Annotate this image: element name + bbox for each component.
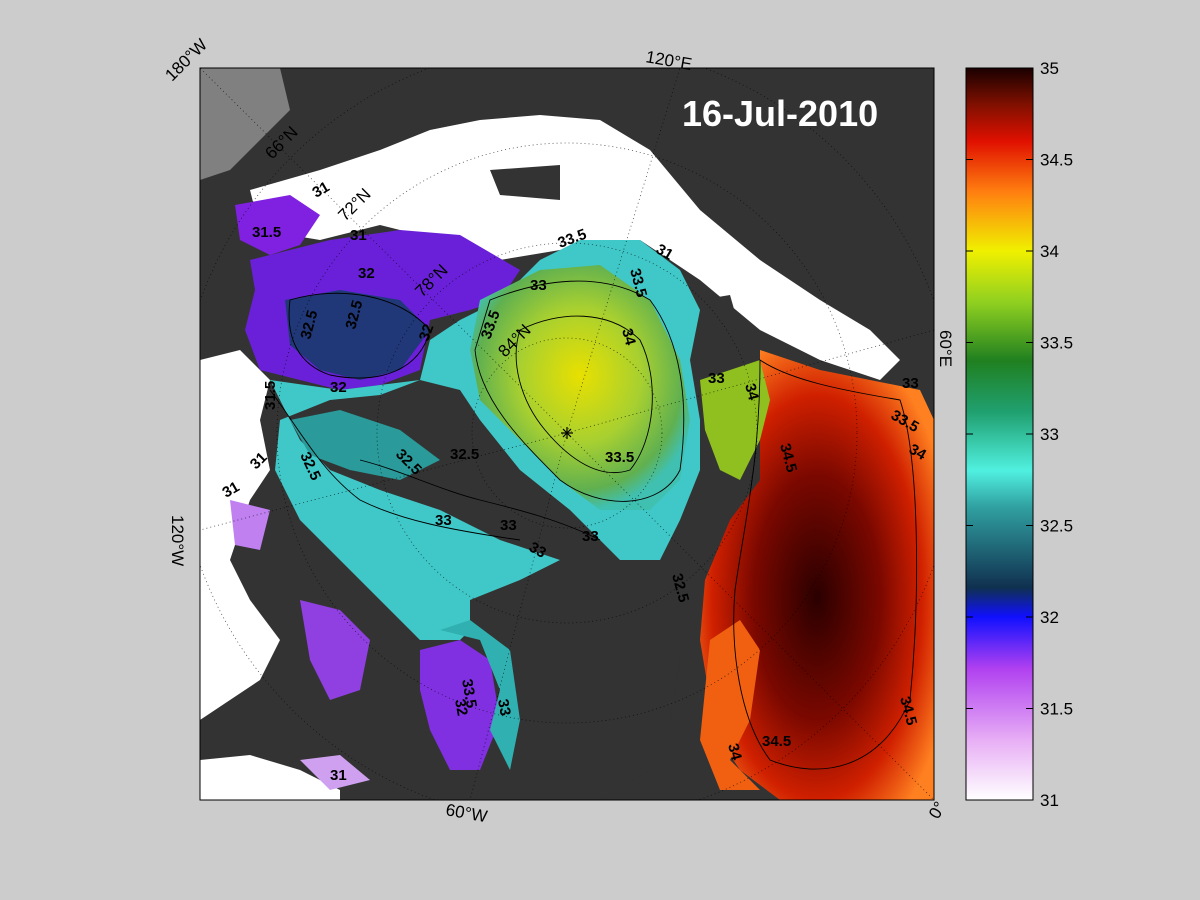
colorbar-tick-label: 35 <box>1040 59 1059 78</box>
ocean-beaufort-fresh <box>235 195 320 255</box>
contour-lines <box>269 280 917 770</box>
sea-ice-bottom <box>200 755 340 800</box>
contour-label-33: 33 <box>582 528 599 545</box>
longitude-label-60w: 60°W <box>444 800 488 826</box>
contour-label-32: 32 <box>416 322 438 343</box>
contour-label-31: 31 <box>350 227 367 244</box>
ocean-teal-dark <box>290 410 440 480</box>
contour-label-34: 34 <box>906 441 930 464</box>
colorbar-tick-label: 31 <box>1040 791 1059 810</box>
contour-label-34: 34 <box>724 742 745 763</box>
contour-label-32: 32 <box>330 379 347 396</box>
contour-label-33-5: 33.5 <box>626 267 650 300</box>
ocean-archipelago-lilac <box>230 500 270 550</box>
landmass-alaska <box>200 68 290 180</box>
contour-label-31-5: 31.5 <box>262 381 279 410</box>
ocean-barents-green <box>700 360 770 480</box>
colorbar-tick-label: 33 <box>1040 425 1059 444</box>
contour-label-32-5: 32.5 <box>342 298 366 331</box>
contour-label-34-5: 34.5 <box>762 733 791 750</box>
contour-label-32-5: 32.5 <box>297 308 321 341</box>
contour-label-32-5: 32.5 <box>668 572 692 605</box>
longitude-label-120w: 120°W <box>168 515 187 566</box>
longitude-label-0: 0° <box>925 798 950 822</box>
contour-label-33-5: 33.5 <box>605 449 634 466</box>
north-pole-marker <box>561 427 573 439</box>
map-frame <box>199 67 935 801</box>
contour-label-32: 32 <box>358 265 375 282</box>
map-panel: 31 31 31.5 32 32.5 32.5 32 32 31.5 31 31… <box>199 67 935 801</box>
ocean-eurasian-basin <box>470 265 690 510</box>
contour-label-33: 33 <box>708 370 725 387</box>
contour-label-33: 33 <box>526 539 549 562</box>
colorbar-gradient <box>965 67 1034 801</box>
contour-label-31-5: 31.5 <box>252 224 281 241</box>
ocean-baffin-bay <box>420 640 500 770</box>
contour-label-34: 34 <box>741 382 762 403</box>
landmass-greenland <box>470 560 680 800</box>
contour-label-33-5: 33.5 <box>458 678 480 710</box>
contour-label-34: 34 <box>618 327 639 348</box>
contour-label-33: 33 <box>500 517 517 534</box>
colorbar-tick-label: 32.5 <box>1040 517 1073 536</box>
colorbar-tick-label: 31.5 <box>1040 700 1073 719</box>
ocean-baffin-teal <box>440 620 520 770</box>
contour-label-33: 33 <box>435 512 452 529</box>
ocean-canada-basin-dark <box>285 290 430 380</box>
ocean-archipelago-lilac-2 <box>300 755 370 790</box>
colorbar-tick-label: 34 <box>1040 242 1059 261</box>
contour-label-34-5: 34.5 <box>776 442 800 475</box>
colorbar-tick-label: 32 <box>1040 608 1059 627</box>
contour-label-32-5: 32.5 <box>450 446 479 463</box>
contour-label-31: 31 <box>653 241 676 264</box>
ocean-archipelago-purple <box>300 600 370 700</box>
date-label: 16-Jul-2010 <box>682 93 878 134</box>
colorbar-tick-label: 34.5 <box>1040 151 1073 170</box>
longitude-label-60e: 60°E <box>936 330 955 367</box>
ocean-greenland-sea-orange <box>700 620 760 790</box>
contour-label-33: 33 <box>494 698 514 717</box>
ocean-atlantic-inflow <box>700 350 934 800</box>
contour-label-34-5: 34.5 <box>896 695 920 728</box>
contour-label-31: 31 <box>220 478 243 501</box>
contour-label-32: 32 <box>451 698 471 717</box>
colorbar-ticks <box>966 67 1033 801</box>
sea-ice-canada <box>200 350 280 720</box>
contour-label-33: 33 <box>902 375 919 392</box>
landmass-islands <box>490 165 560 200</box>
colorbar-tick-label: 33.5 <box>1040 334 1073 353</box>
contour-label-31: 31 <box>330 767 347 784</box>
colorbar: 35 34.5 34 33.5 33 32.5 32 31.5 31 <box>965 59 1073 810</box>
contour-label-31: 31 <box>310 178 333 201</box>
contour-label-33: 33 <box>530 277 547 294</box>
